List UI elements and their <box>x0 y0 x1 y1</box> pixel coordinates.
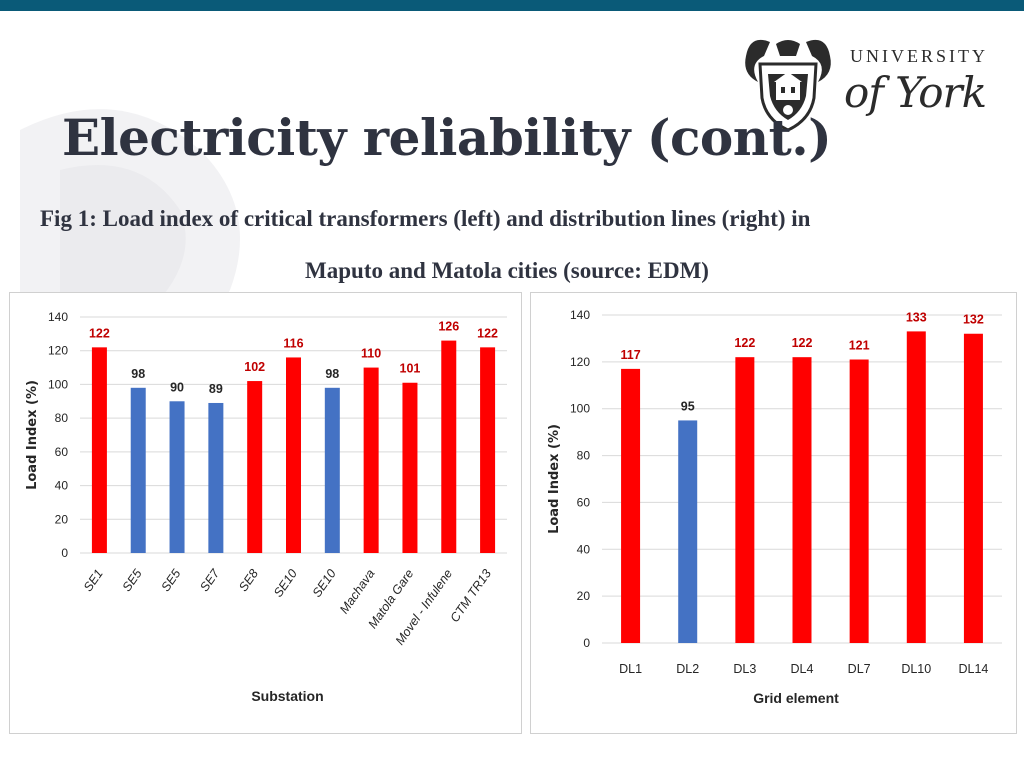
bar <box>735 357 755 643</box>
bar <box>247 381 263 553</box>
x-category-label: SE8 <box>236 567 261 594</box>
y-tick-label: 140 <box>570 308 590 322</box>
bar <box>363 367 379 553</box>
x-category-label: SE10 <box>310 567 339 600</box>
x-axis-label: Substation <box>251 688 323 704</box>
y-tick-label: 40 <box>55 479 69 493</box>
figure-caption-line-2: Maputo and Matola cities (source: EDM) <box>305 258 709 283</box>
bar <box>441 340 457 553</box>
x-category-label: SE7 <box>197 566 223 594</box>
x-category-label: DL3 <box>733 662 756 676</box>
data-label: 116 <box>283 336 303 350</box>
bar <box>208 402 224 553</box>
bar <box>849 359 869 643</box>
bar <box>792 357 812 643</box>
bar <box>169 401 185 553</box>
y-tick-label: 100 <box>570 402 590 416</box>
data-label: 110 <box>361 347 381 361</box>
bar <box>906 331 926 643</box>
x-category-label: SE5 <box>158 567 183 594</box>
bar <box>286 357 301 553</box>
top-bar <box>0 0 1024 11</box>
x-category-label: DL1 <box>619 662 642 676</box>
y-axis-label: Load Index (%) <box>25 380 40 490</box>
logo-york-text: of York <box>844 68 987 117</box>
data-label: 95 <box>681 399 695 413</box>
data-label: 98 <box>131 367 145 381</box>
x-category-label: DL2 <box>676 662 699 676</box>
data-label: 117 <box>620 348 640 362</box>
x-category-label: DL14 <box>958 662 988 676</box>
data-label: 133 <box>906 310 927 324</box>
y-tick-label: 20 <box>577 589 591 603</box>
data-label: 122 <box>792 336 813 350</box>
y-tick-label: 0 <box>61 546 68 560</box>
x-category-label: Machava <box>337 567 378 617</box>
y-tick-label: 60 <box>55 445 69 459</box>
grid-element-chart-panel: 0 20 40 60 80 100 120 140 Load Index (%) 117 DL1 95… <box>530 292 1017 734</box>
bar <box>621 368 641 643</box>
substation-load-chart: 0 20 40 60 80 100 120 140 Load Index (%) 122 SE1 98… <box>25 310 507 704</box>
data-label: 121 <box>849 339 870 353</box>
y-tick-label: 40 <box>577 542 591 556</box>
x-category-label: DL4 <box>791 662 814 676</box>
data-label: 122 <box>734 336 755 350</box>
data-label: 122 <box>477 326 498 340</box>
bar <box>963 333 983 643</box>
x-category-label: SE5 <box>120 567 145 594</box>
y-axis-label: Load Index (%) <box>547 424 562 534</box>
data-label: 89 <box>209 382 223 396</box>
data-label: 98 <box>325 367 339 381</box>
figure-caption-line-1: Fig 1: Load index of critical transforme… <box>40 206 811 231</box>
y-tick-label: 100 <box>48 377 68 391</box>
x-category-label: DL7 <box>848 662 871 676</box>
grid-element-load-chart: 0 20 40 60 80 100 120 140 Load Index (%) 117 DL1 95… <box>547 308 1002 706</box>
bar <box>130 387 146 553</box>
y-tick-label: 80 <box>577 449 591 463</box>
y-tick-label: 60 <box>577 495 591 509</box>
data-label: 122 <box>89 326 110 340</box>
y-tick-label: 80 <box>55 411 69 425</box>
x-axis-label: Grid element <box>753 690 839 706</box>
y-tick-label: 120 <box>570 355 590 369</box>
bar <box>324 387 340 553</box>
data-label: 132 <box>963 313 984 327</box>
x-category-label: DL10 <box>901 662 931 676</box>
university-logo: UNIVERSITY of York <box>740 34 990 134</box>
bar <box>402 382 418 553</box>
bar <box>480 347 496 553</box>
crest-icon <box>745 39 831 132</box>
y-tick-label: 20 <box>55 512 69 526</box>
slide-title: Electricity reliability (cont.) <box>62 108 832 167</box>
y-tick-label: 0 <box>583 636 590 650</box>
bar <box>91 347 107 553</box>
x-category-label: SE1 <box>81 567 106 594</box>
data-label: 102 <box>244 360 265 374</box>
substation-chart-panel: 0 20 40 60 80 100 120 140 Load Index (%) 122 SE1 98… <box>9 292 522 734</box>
y-tick-label: 140 <box>48 310 68 324</box>
logo-university-text: UNIVERSITY <box>850 46 988 66</box>
bar <box>678 420 698 643</box>
data-label: 126 <box>438 320 459 334</box>
data-label: 90 <box>170 380 184 394</box>
x-category-label: SE10 <box>271 567 300 600</box>
y-tick-label: 120 <box>48 344 68 358</box>
data-label: 101 <box>400 362 421 376</box>
